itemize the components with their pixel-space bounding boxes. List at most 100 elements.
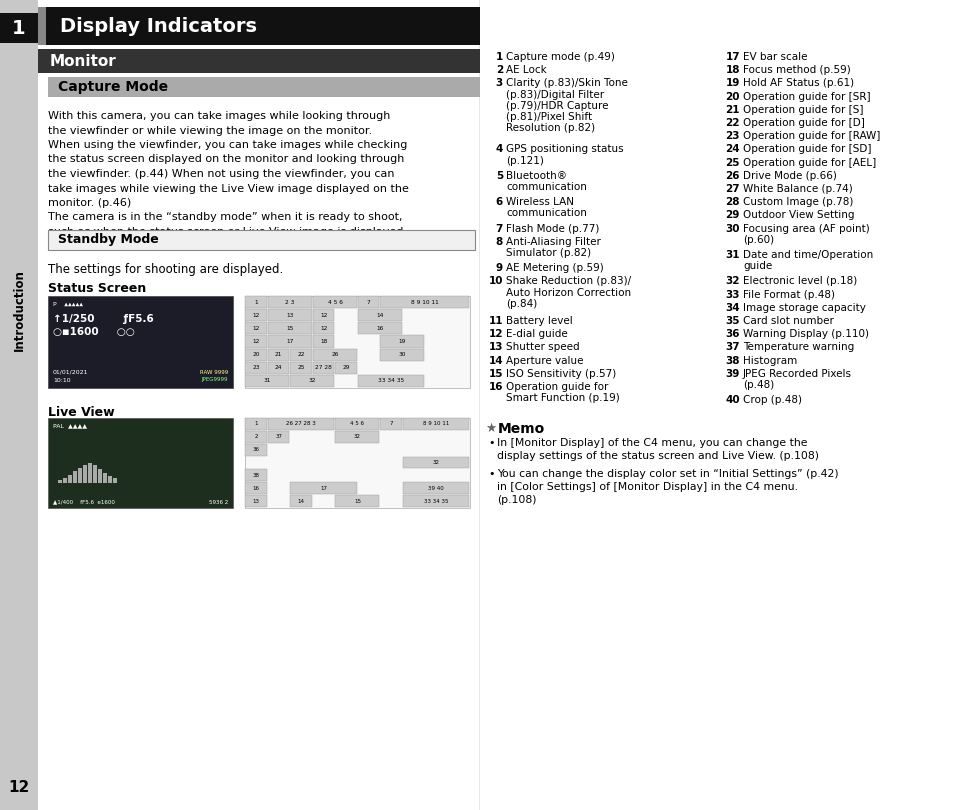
Text: Electronic level (p.18): Electronic level (p.18) (742, 276, 857, 287)
Text: Introduction: Introduction (12, 269, 26, 351)
Text: Auto Horizon Correction: Auto Horizon Correction (505, 288, 631, 297)
Text: 26: 26 (724, 171, 740, 181)
Bar (245, 470, 267, 481)
Text: Crop (p.48): Crop (p.48) (742, 395, 801, 405)
Text: (p.83)/Digital Filter: (p.83)/Digital Filter (505, 90, 603, 100)
Text: 1: 1 (254, 421, 257, 426)
Bar (48, 229, 475, 249)
Bar (92, 464, 97, 483)
Text: 16: 16 (376, 326, 383, 330)
Text: 30: 30 (724, 224, 740, 233)
Text: 10: 10 (488, 276, 502, 287)
Text: You can change the display color set in “Initial Settings” (p.42): You can change the display color set in … (497, 470, 838, 480)
Text: When using the viewfinder, you can take images while checking: When using the viewfinder, you can take … (48, 140, 407, 150)
Text: Card slot number: Card slot number (742, 316, 833, 326)
Text: 14: 14 (488, 356, 502, 365)
Text: Operation guide for: Operation guide for (505, 382, 608, 392)
Bar (380, 418, 401, 430)
Text: 36: 36 (724, 329, 740, 339)
Text: 2: 2 (496, 65, 502, 75)
Bar (335, 418, 379, 430)
Bar (291, 348, 312, 360)
Text: Live View: Live View (48, 406, 114, 419)
Text: 12: 12 (9, 781, 30, 795)
Bar (63, 478, 67, 483)
Text: 17: 17 (286, 339, 294, 344)
Text: 19: 19 (398, 339, 406, 344)
Text: Capture Mode: Capture Mode (58, 80, 168, 94)
Text: Battery level: Battery level (505, 316, 572, 326)
Text: 13: 13 (488, 343, 502, 352)
Text: 29: 29 (342, 365, 350, 370)
Text: in [Color Settings] of [Monitor Display] in the C4 menu.: in [Color Settings] of [Monitor Display]… (497, 483, 797, 492)
Bar (402, 482, 469, 494)
Bar (78, 467, 82, 483)
Bar (268, 348, 289, 360)
Text: 31: 31 (724, 250, 740, 260)
Bar (291, 482, 356, 494)
Text: (p.81)/Pixel Shift: (p.81)/Pixel Shift (505, 112, 592, 122)
Bar (268, 309, 312, 322)
Bar (46, 7, 479, 45)
Bar (357, 375, 424, 387)
Text: 22: 22 (724, 118, 740, 128)
Bar (380, 296, 469, 308)
Text: 27 28: 27 28 (315, 365, 332, 370)
Text: 25: 25 (297, 365, 305, 370)
Text: 1: 1 (254, 300, 258, 305)
Bar (245, 444, 267, 455)
Text: 27: 27 (724, 184, 740, 194)
Bar (48, 417, 233, 508)
Text: (p.121): (p.121) (505, 156, 543, 165)
Bar (245, 348, 267, 360)
Text: 24: 24 (724, 144, 740, 155)
Bar (335, 362, 356, 374)
Text: 5936 2: 5936 2 (209, 500, 228, 505)
Text: such as when the status screen or Live View image is displayed.: such as when the status screen or Live V… (48, 227, 407, 237)
Text: AE Lock: AE Lock (505, 65, 546, 75)
Text: 16: 16 (253, 486, 259, 491)
Text: Capture mode (p.49): Capture mode (p.49) (505, 52, 615, 62)
Text: 13: 13 (253, 499, 259, 504)
Bar (268, 322, 312, 335)
Text: 32: 32 (724, 276, 740, 287)
Text: Shake Reduction (p.83)/: Shake Reduction (p.83)/ (505, 276, 631, 287)
Text: 12: 12 (253, 326, 259, 330)
Bar (245, 431, 267, 443)
Text: (p.48): (p.48) (742, 380, 774, 390)
Bar (335, 495, 379, 507)
Text: 15: 15 (488, 369, 502, 379)
Text: 32: 32 (309, 378, 315, 383)
Text: Operation guide for [SD]: Operation guide for [SD] (742, 144, 871, 155)
Bar (268, 296, 312, 308)
Text: Operation guide for [AEL]: Operation guide for [AEL] (742, 158, 876, 168)
Text: Resolution (p.82): Resolution (p.82) (505, 123, 595, 134)
Text: Wireless LAN: Wireless LAN (505, 197, 574, 207)
Text: 20: 20 (724, 92, 740, 101)
Text: GPS positioning status: GPS positioning status (505, 144, 623, 155)
Text: 17: 17 (320, 486, 327, 491)
Text: 2 3: 2 3 (285, 300, 294, 305)
Text: 10:10: 10:10 (53, 377, 71, 382)
Text: 9: 9 (496, 263, 502, 273)
Bar (68, 475, 71, 483)
Bar (245, 482, 267, 494)
Text: Flash Mode (p.77): Flash Mode (p.77) (505, 224, 598, 233)
Text: JPEG Recorded Pixels: JPEG Recorded Pixels (742, 369, 851, 379)
Bar (245, 495, 267, 507)
Text: monitor. (p.46): monitor. (p.46) (48, 198, 132, 208)
Text: 12: 12 (488, 329, 502, 339)
Text: the viewfinder or while viewing the image on the monitor.: the viewfinder or while viewing the imag… (48, 126, 372, 135)
Text: (p.60): (p.60) (742, 235, 773, 245)
Text: With this camera, you can take images while looking through: With this camera, you can take images wh… (48, 111, 390, 121)
Text: 33: 33 (724, 290, 740, 300)
Bar (245, 309, 267, 322)
Bar (48, 296, 233, 387)
Bar (245, 362, 267, 374)
Text: 19: 19 (725, 79, 740, 88)
Text: 3: 3 (496, 79, 502, 88)
Text: Focusing area (AF point): Focusing area (AF point) (742, 224, 869, 233)
Bar (402, 457, 469, 468)
Text: Temperature warning: Temperature warning (742, 343, 853, 352)
Text: 15: 15 (354, 499, 360, 504)
